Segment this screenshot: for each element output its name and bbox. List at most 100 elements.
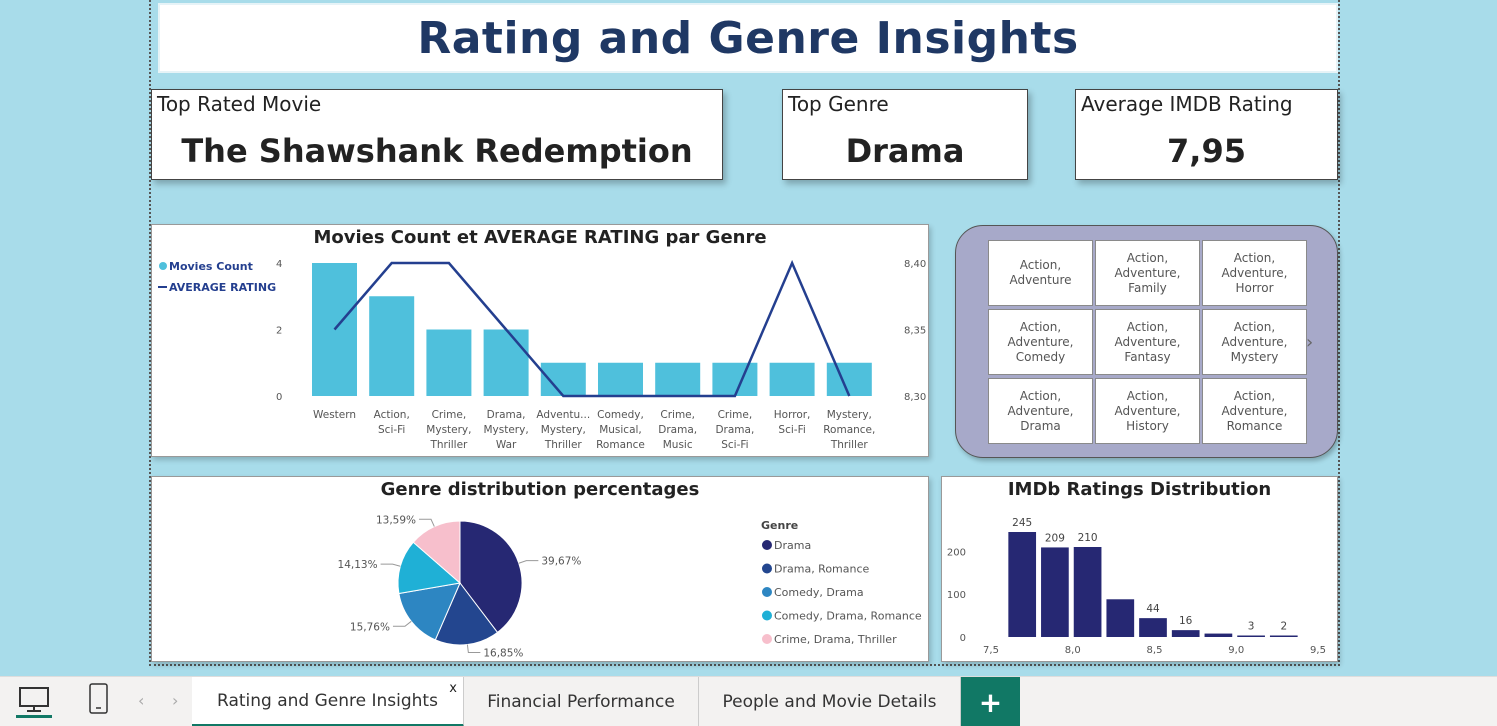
legend-label: Comedy, Drama, Romance — [774, 610, 922, 623]
legend-marker — [762, 610, 772, 621]
slicer-tile-line: Action, — [1126, 388, 1169, 403]
combo-chart-svg: Movies Count AVERAGE RATING 0 2 4 8,30 8,35 8,4… — [158, 259, 926, 451]
bar-movies-count — [369, 296, 415, 396]
chevron-right-icon[interactable]: › — [1306, 332, 1314, 353]
slicer-tile[interactable]: Action, Adventure, Romance — [1202, 378, 1307, 444]
bar-movies-count — [655, 362, 701, 396]
kpi-top-rated-movie[interactable]: Top Rated Movie The Shawshank Redemption — [151, 89, 723, 180]
slicer-tile-line: Adventure — [1009, 273, 1072, 287]
kpi-value: The Shawshank Redemption — [181, 132, 693, 170]
x-tick-label: Sci-Fi — [778, 424, 805, 436]
pie-slice — [434, 582, 499, 646]
x-tick-label: Romance, — [823, 424, 875, 436]
x-tick-label: Drama, — [658, 424, 697, 436]
slicer-tile-line: Fantasy — [1124, 349, 1171, 364]
y-tick-label: 100 — [947, 590, 966, 601]
genre-distribution-chart[interactable]: Genre distribution percentages 39,67% 16,… — [151, 476, 929, 662]
page-title: Rating and Genre Insights — [417, 12, 1079, 64]
kpi-value: 7,95 — [1167, 132, 1246, 170]
desktop-icon-svg — [16, 687, 52, 718]
slicer-tile[interactable]: Action, Adventure — [988, 240, 1093, 306]
kpi-label: Top Rated Movie — [157, 92, 322, 116]
y-right-tick-label: 8,30 — [904, 392, 926, 403]
tab-rating-and-genre-insights[interactable]: Rating and Genre Insights x — [192, 677, 464, 726]
pie-data-label: 14,13% — [338, 559, 378, 571]
legend-marker — [762, 587, 772, 597]
slicer-tile-line: History — [1126, 418, 1169, 433]
histogram-bar — [1204, 633, 1233, 637]
slicer-tile[interactable]: Action, Adventure, Mystery — [1202, 309, 1307, 375]
histogram-bar — [1073, 547, 1102, 637]
x-tick-label: Mystery, — [426, 424, 471, 436]
x-tick-label: Action, — [374, 409, 410, 421]
tab-people-and-movie-details[interactable]: People and Movie Details — [699, 677, 961, 726]
bar-movies-count — [426, 329, 472, 396]
slicer-tile-line: Romance — [1226, 418, 1283, 433]
imdb-ratings-distribution-chart[interactable]: IMDb Ratings Distribution 0 100 200 7,5 8,0 8… — [941, 476, 1338, 662]
slicer-tile-line: Action, — [1126, 250, 1169, 265]
slicer-tile[interactable]: Action, Adventure, Horror — [1202, 240, 1307, 306]
pie-chart-svg: 39,67% 16,85% 15,76% 14,13% 13,59% Genre Drama… — [338, 514, 922, 659]
slicer-tile-line: Drama — [1020, 418, 1061, 433]
data-label: 209 — [1045, 532, 1065, 544]
x-tick-label: Adventu... — [536, 409, 590, 421]
chart-title: IMDb Ratings Distribution — [1007, 479, 1272, 500]
slicer-tile[interactable]: Action, Adventure, Drama — [988, 378, 1093, 444]
slicer-tile-line: Adventure, — [1114, 265, 1181, 280]
y-tick-label: 200 — [947, 547, 966, 558]
x-tick-label: Thriller — [830, 439, 869, 451]
legend-title: Genre — [761, 519, 798, 532]
slicer-tile-line: Adventure, — [1221, 403, 1288, 418]
x-tick-label: 8,5 — [1147, 645, 1163, 656]
slicer-tile-line: Mystery — [1230, 349, 1279, 364]
legend-marker — [762, 563, 772, 574]
slicer-tile[interactable]: Action, Adventure, Family — [1095, 240, 1200, 306]
movies-count-rating-chart[interactable]: Movies Count et AVERAGE RATING par Genre… — [151, 224, 929, 457]
x-tick-label: Mystery, — [827, 409, 872, 421]
histogram-bar — [1237, 635, 1265, 637]
slicer-tile-line: Action, — [1233, 319, 1276, 334]
histogram-bar — [1008, 532, 1037, 637]
y-left-tick-label: 0 — [276, 392, 282, 403]
next-page-icon[interactable]: › — [172, 691, 179, 710]
tab-financial-performance[interactable]: Financial Performance — [464, 677, 699, 726]
y-tick-label: 0 — [960, 633, 966, 644]
pie-leader-line — [380, 563, 401, 567]
x-tick-label: Sci-Fi — [721, 439, 748, 451]
bar-movies-count — [712, 362, 758, 396]
x-tick-label: Mystery, — [483, 424, 528, 436]
kpi-label: Average IMDB Rating — [1081, 92, 1293, 116]
slicer-tile-label: Action, Adventure, Family — [1115, 251, 1181, 296]
chart-title: Genre distribution percentages — [380, 479, 700, 500]
desktop-icon[interactable] — [16, 685, 52, 719]
legend-label: Comedy, Drama — [774, 586, 864, 599]
mobile-icon[interactable] — [88, 683, 110, 715]
legend-label-average-rating: AVERAGE RATING — [169, 281, 276, 294]
slicer-tile-line: Action, — [1019, 258, 1062, 272]
legend-label: Drama, Romance — [774, 563, 870, 576]
kpi-label: Top Genre — [788, 92, 889, 116]
pie-slice — [397, 541, 462, 595]
slicer-tile[interactable]: Action, Adventure, Fantasy — [1095, 309, 1200, 375]
x-tick-label: Horror, — [774, 409, 811, 421]
pie-leader-line — [466, 644, 481, 653]
slicer-tile[interactable]: Action, Adventure, History — [1095, 378, 1200, 444]
histogram-bar — [1041, 547, 1069, 637]
slicer-tile-line: Adventure, — [1221, 265, 1288, 280]
x-tick-label: Romance — [596, 439, 645, 451]
slicer-tile-line: Action, — [1126, 319, 1169, 334]
y-left-tick-label: 2 — [276, 326, 282, 337]
slicer-tile-line: Adventure, — [1007, 334, 1074, 349]
slicer-tile[interactable]: Action, Adventure, Comedy — [988, 309, 1093, 375]
x-tick-label: Thriller — [429, 439, 468, 451]
add-page-button[interactable]: + — [961, 677, 1020, 726]
slicer-tile-line: Action, — [1233, 388, 1276, 403]
tab-label: Financial Performance — [487, 692, 675, 712]
prev-page-icon[interactable]: ‹ — [138, 691, 145, 710]
kpi-top-genre[interactable]: Top Genre Drama — [782, 89, 1028, 180]
close-icon[interactable]: x — [449, 681, 457, 696]
data-label: 44 — [1146, 603, 1160, 615]
slicer-tile-label: Action, Adventure, Horror — [1222, 251, 1288, 296]
kpi-average-imdb-rating[interactable]: Average IMDB Rating 7,95 — [1075, 89, 1338, 180]
report-canvas — [149, 0, 1340, 666]
